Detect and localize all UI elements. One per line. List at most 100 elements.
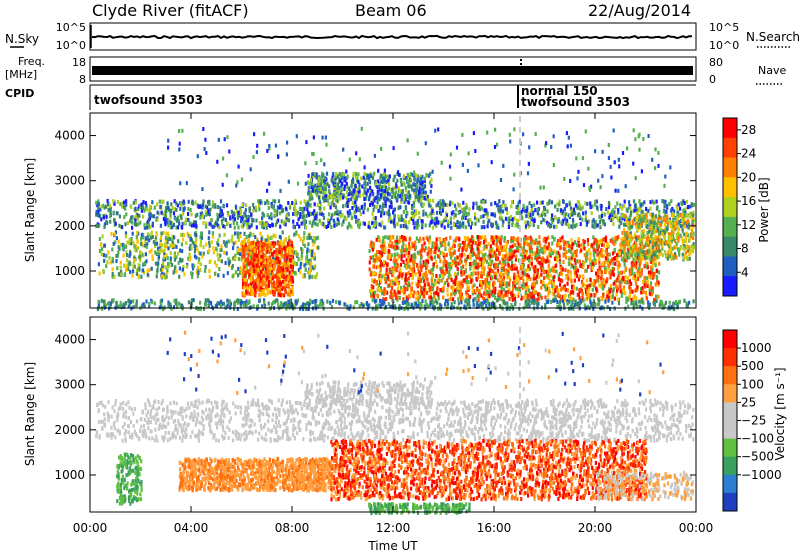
power-cell-1087 xyxy=(194,213,197,218)
power-cell-651 xyxy=(313,213,316,218)
power-cell-53 xyxy=(129,218,132,223)
power-cell-3920 xyxy=(540,272,543,277)
power-cell-4957 xyxy=(435,264,439,269)
power-cell-954 xyxy=(226,221,229,226)
power-cell-4767 xyxy=(459,253,462,258)
power-cell-4839 xyxy=(557,277,560,282)
power-cell-1560 xyxy=(378,197,381,201)
power-cell-35 xyxy=(303,199,306,204)
power-cell-739 xyxy=(147,222,150,227)
power-cell-1739 xyxy=(340,183,343,188)
power-cell-3269 xyxy=(381,252,384,257)
power-cell-965 xyxy=(131,215,134,220)
power-cell-4587 xyxy=(502,287,505,292)
power-cell-1350 xyxy=(251,218,254,223)
power-cell-204 xyxy=(614,212,617,217)
power-cell-1134 xyxy=(465,212,468,216)
power-cell-4451 xyxy=(617,260,620,265)
power-cell-4314 xyxy=(609,238,612,243)
power-cell-2557 xyxy=(126,253,129,257)
power-cell-4782 xyxy=(452,285,455,290)
power-cell-1534 xyxy=(332,182,335,187)
power-cell-248 xyxy=(258,201,261,206)
power-cell-1200 xyxy=(647,208,650,213)
power-cell-2174 xyxy=(248,241,251,246)
power-cell-4215 xyxy=(573,278,576,283)
power-cell-1403 xyxy=(378,183,381,188)
power-cell-715 xyxy=(369,203,372,207)
power-cell-763 xyxy=(327,224,330,228)
power-cell-2375 xyxy=(135,235,138,240)
power-cell-1501 xyxy=(421,174,424,179)
power-cell-760 xyxy=(123,215,126,220)
power-cell-1116 xyxy=(347,201,350,206)
power-cell-1747 xyxy=(359,194,362,198)
nsky-tick-top: 10^5 xyxy=(56,21,86,34)
power-cell-1725 xyxy=(409,171,412,176)
power-cell-4825 xyxy=(464,269,467,274)
power-cell-4319 xyxy=(468,262,472,266)
power-cell-4311 xyxy=(608,289,611,294)
power-cell-1201 xyxy=(381,204,384,209)
power-cell-1515 xyxy=(426,194,429,199)
power-cell-1744 xyxy=(317,181,320,186)
power-cell-1735 xyxy=(366,175,369,180)
power-cell-4471 xyxy=(386,235,389,240)
nsearch-label: N.Search xyxy=(746,30,800,44)
power-cell-487 xyxy=(367,220,370,225)
power-cell-1629 xyxy=(310,185,313,190)
power-cell-4689 xyxy=(654,282,657,287)
power-cell-1933 xyxy=(309,248,312,253)
power-cell-288 xyxy=(257,199,260,204)
power-cell-864 xyxy=(555,224,558,229)
power-cell-3932 xyxy=(467,285,471,290)
power-cell-1020 xyxy=(520,215,523,220)
power-cell-162 xyxy=(417,223,420,228)
power-cell-1249 xyxy=(436,210,439,215)
power-cell-2127 xyxy=(285,257,288,262)
power-cell-4593 xyxy=(619,271,623,276)
power-cell-1829 xyxy=(420,197,423,202)
power-cell-1976 xyxy=(299,265,302,270)
power-cell-4640 xyxy=(559,282,562,287)
power-cell-4690 xyxy=(506,253,509,258)
power-cell-2335 xyxy=(191,240,194,245)
power-cell-1823 xyxy=(320,179,323,184)
power-cell-224 xyxy=(513,216,516,221)
power-cell-4122 xyxy=(540,279,543,284)
power-cell-4949 xyxy=(521,255,524,259)
power-cell-645 xyxy=(410,211,413,215)
power-cell-4421 xyxy=(411,281,414,286)
power-cell-474 xyxy=(378,222,381,227)
power-cell-1297 xyxy=(305,202,308,207)
power-cell-4434 xyxy=(628,289,632,294)
power-cell-2234 xyxy=(231,234,234,239)
power-cell-2014 xyxy=(180,233,183,237)
power-cell-1007 xyxy=(472,201,475,206)
power-cell-169 xyxy=(169,225,172,230)
power-cell-557 xyxy=(153,205,156,210)
power-cell-2517 xyxy=(222,240,226,245)
power-cell-1065 xyxy=(270,216,273,221)
power-cell-1612 xyxy=(424,190,427,195)
power-cell-1222 xyxy=(496,223,499,228)
power-cell-537 xyxy=(204,204,207,209)
power-cell-368 xyxy=(187,207,190,211)
power-cell-2387 xyxy=(172,270,175,275)
power-cell-370 xyxy=(413,209,416,214)
power-cell-2282 xyxy=(305,255,308,260)
power-cell-1169 xyxy=(105,214,108,219)
power-cell-1120 xyxy=(546,201,549,206)
power-cell-1006 xyxy=(584,215,587,219)
power-cell-1913 xyxy=(154,244,157,249)
power-cell-2080 xyxy=(224,242,227,247)
power-cell-2180 xyxy=(175,255,178,260)
power-cell-799 xyxy=(295,212,298,217)
power-cell-902 xyxy=(255,208,258,213)
power-cell-1834 xyxy=(423,176,426,181)
power-cell-2069 xyxy=(157,261,160,266)
power-cell-771 xyxy=(475,217,479,222)
power-cell-136 xyxy=(467,222,470,227)
power-cell-796 xyxy=(542,210,545,215)
power-cell-1274 xyxy=(609,213,612,218)
